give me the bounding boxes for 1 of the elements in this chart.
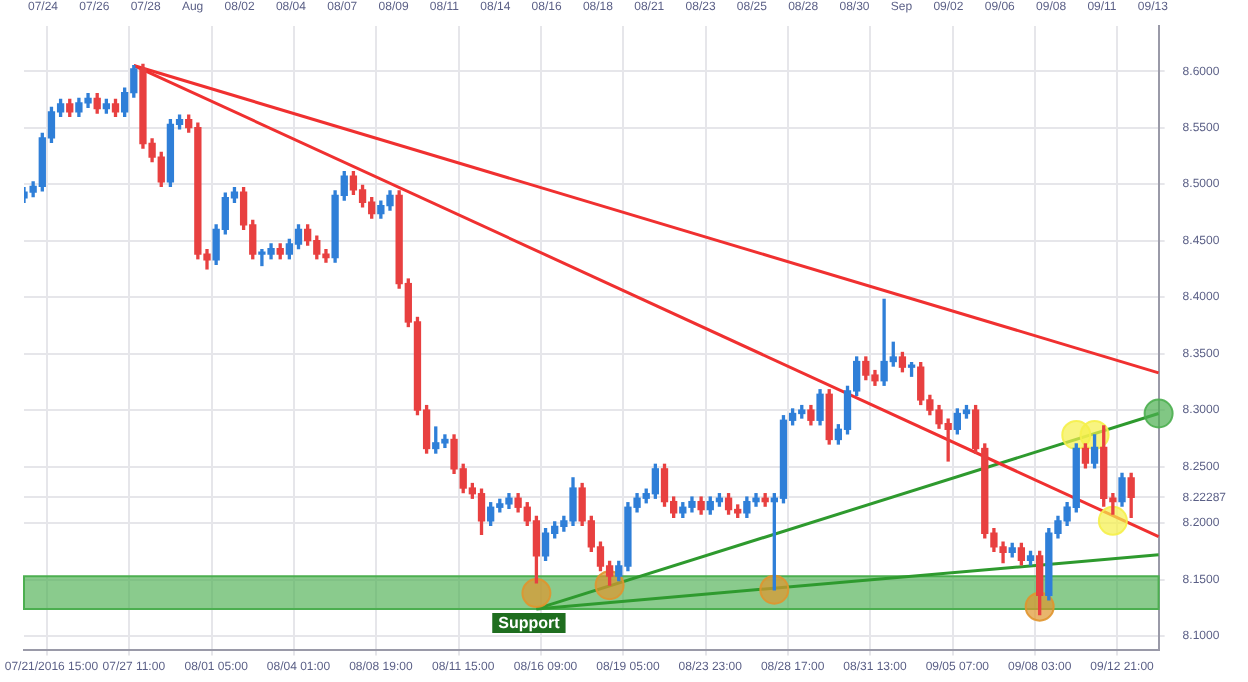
band-label: Support [498, 614, 561, 633]
